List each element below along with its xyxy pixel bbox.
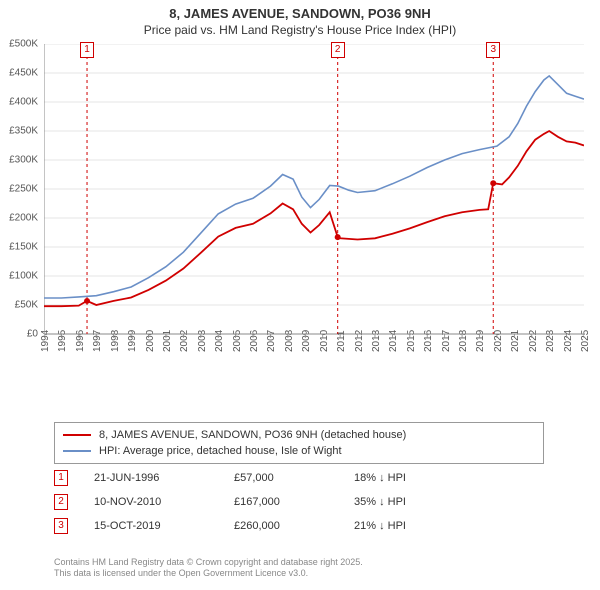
- y-tick-label: £100K: [0, 271, 38, 282]
- sale-price: £167,000: [234, 496, 354, 508]
- sales-table: 1 21-JUN-1996£57,00018% ↓ HPI 2 10-NOV-2010…: [54, 466, 554, 538]
- sale-hpi-delta: 35% ↓ HPI: [354, 496, 406, 508]
- sale-date: 21-JUN-1996: [94, 472, 234, 484]
- title-line2: Price paid vs. HM Land Registry's House …: [0, 23, 600, 37]
- sale-date: 15-OCT-2019: [94, 520, 234, 532]
- sale-date: 10-NOV-2010: [94, 496, 234, 508]
- sale-price: £260,000: [234, 520, 354, 532]
- sale-marker-badge: 2: [331, 42, 345, 58]
- y-tick-label: £450K: [0, 68, 38, 79]
- sale-hpi-delta: 21% ↓ HPI: [354, 520, 406, 532]
- sale-row-badge: 2: [54, 494, 68, 510]
- legend: 8, JAMES AVENUE, SANDOWN, PO36 9NH (deta…: [54, 422, 544, 464]
- footer-line1: Contains HM Land Registry data © Crown c…: [54, 557, 363, 569]
- legend-label: 8, JAMES AVENUE, SANDOWN, PO36 9NH (deta…: [99, 429, 406, 441]
- sale-row: 1 21-JUN-1996£57,00018% ↓ HPI: [54, 466, 554, 490]
- legend-row-hpi: HPI: Average price, detached house, Isle…: [63, 443, 535, 459]
- y-tick-label: £50K: [0, 300, 38, 311]
- legend-row-property: 8, JAMES AVENUE, SANDOWN, PO36 9NH (deta…: [63, 427, 535, 443]
- y-tick-label: £300K: [0, 155, 38, 166]
- y-tick-label: £150K: [0, 242, 38, 253]
- sale-price: £57,000: [234, 472, 354, 484]
- legend-swatch: [63, 434, 91, 436]
- sale-marker-badge: 3: [486, 42, 500, 58]
- sale-row-badge: 3: [54, 518, 68, 534]
- legend-swatch: [63, 450, 91, 452]
- sale-marker-badge: 1: [80, 42, 94, 58]
- chart-plot: [44, 44, 584, 374]
- y-tick-label: £400K: [0, 97, 38, 108]
- sale-row-badge: 1: [54, 470, 68, 486]
- footer-attribution: Contains HM Land Registry data © Crown c…: [54, 557, 363, 580]
- sale-row: 3 15-OCT-2019£260,00021% ↓ HPI: [54, 514, 554, 538]
- chart-area: £0 £50K £100K £150K £200K £250K £300K £350K £400…: [0, 44, 600, 414]
- footer-line2: This data is licensed under the Open Gov…: [54, 568, 363, 580]
- chart-title: 8, JAMES AVENUE, SANDOWN, PO36 9NH Price…: [0, 0, 600, 37]
- y-tick-label: £350K: [0, 126, 38, 137]
- legend-label: HPI: Average price, detached house, Isle…: [99, 445, 342, 457]
- y-tick-label: £200K: [0, 213, 38, 224]
- sale-hpi-delta: 18% ↓ HPI: [354, 472, 406, 484]
- y-tick-label: £500K: [0, 39, 38, 50]
- y-tick-label: £0: [0, 329, 38, 340]
- y-tick-label: £250K: [0, 184, 38, 195]
- sale-row: 2 10-NOV-2010£167,00035% ↓ HPI: [54, 490, 554, 514]
- title-line1: 8, JAMES AVENUE, SANDOWN, PO36 9NH: [0, 6, 600, 21]
